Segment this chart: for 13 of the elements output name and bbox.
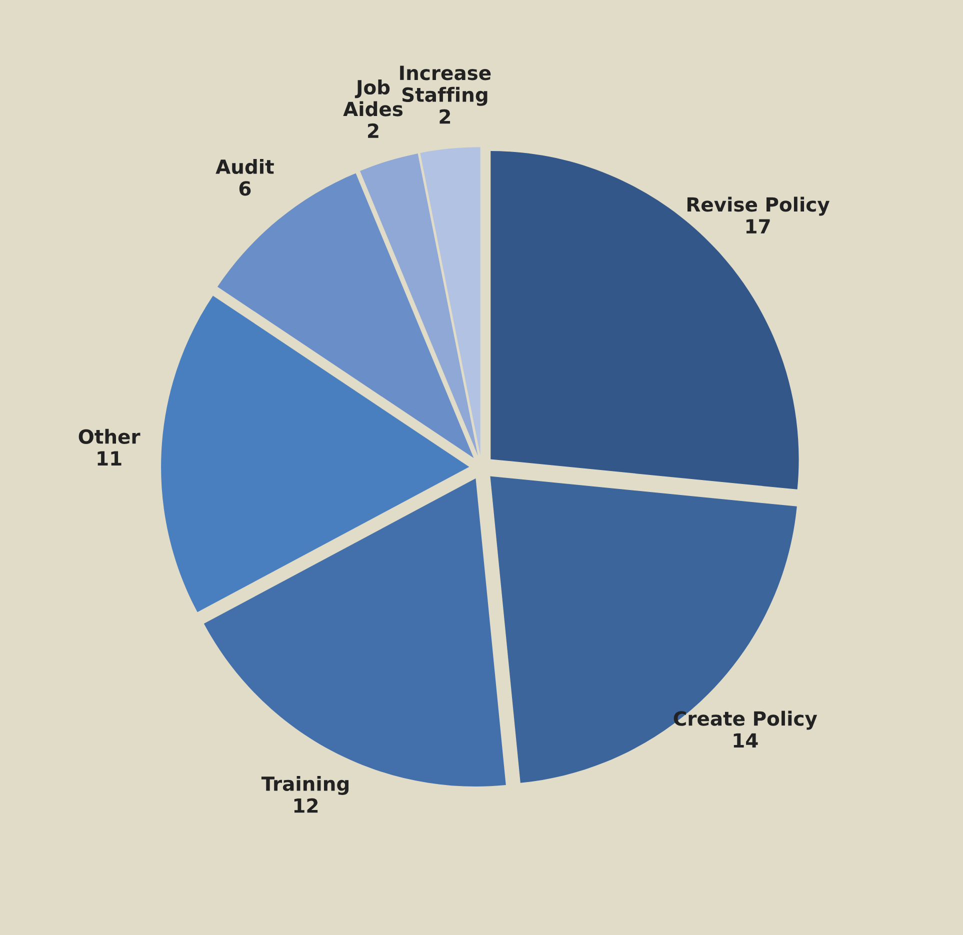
slice-label: Training	[261, 776, 348, 795]
data-label: 12	[294, 798, 318, 813]
slice-label: Audit	[216, 158, 274, 174]
data-label: 11	[98, 451, 122, 466]
data-label: 17	[746, 219, 770, 234]
slice-label: Job Aides	[343, 80, 403, 116]
data-label: 2	[440, 109, 450, 124]
slice-label: Other	[78, 428, 140, 444]
slice-label: Increase Staffing	[400, 66, 491, 106]
data-label: 6	[239, 181, 251, 196]
slice-label: Revise Policy	[687, 196, 830, 216]
data-label: 14	[734, 733, 758, 748]
data-label: 2	[368, 123, 378, 138]
